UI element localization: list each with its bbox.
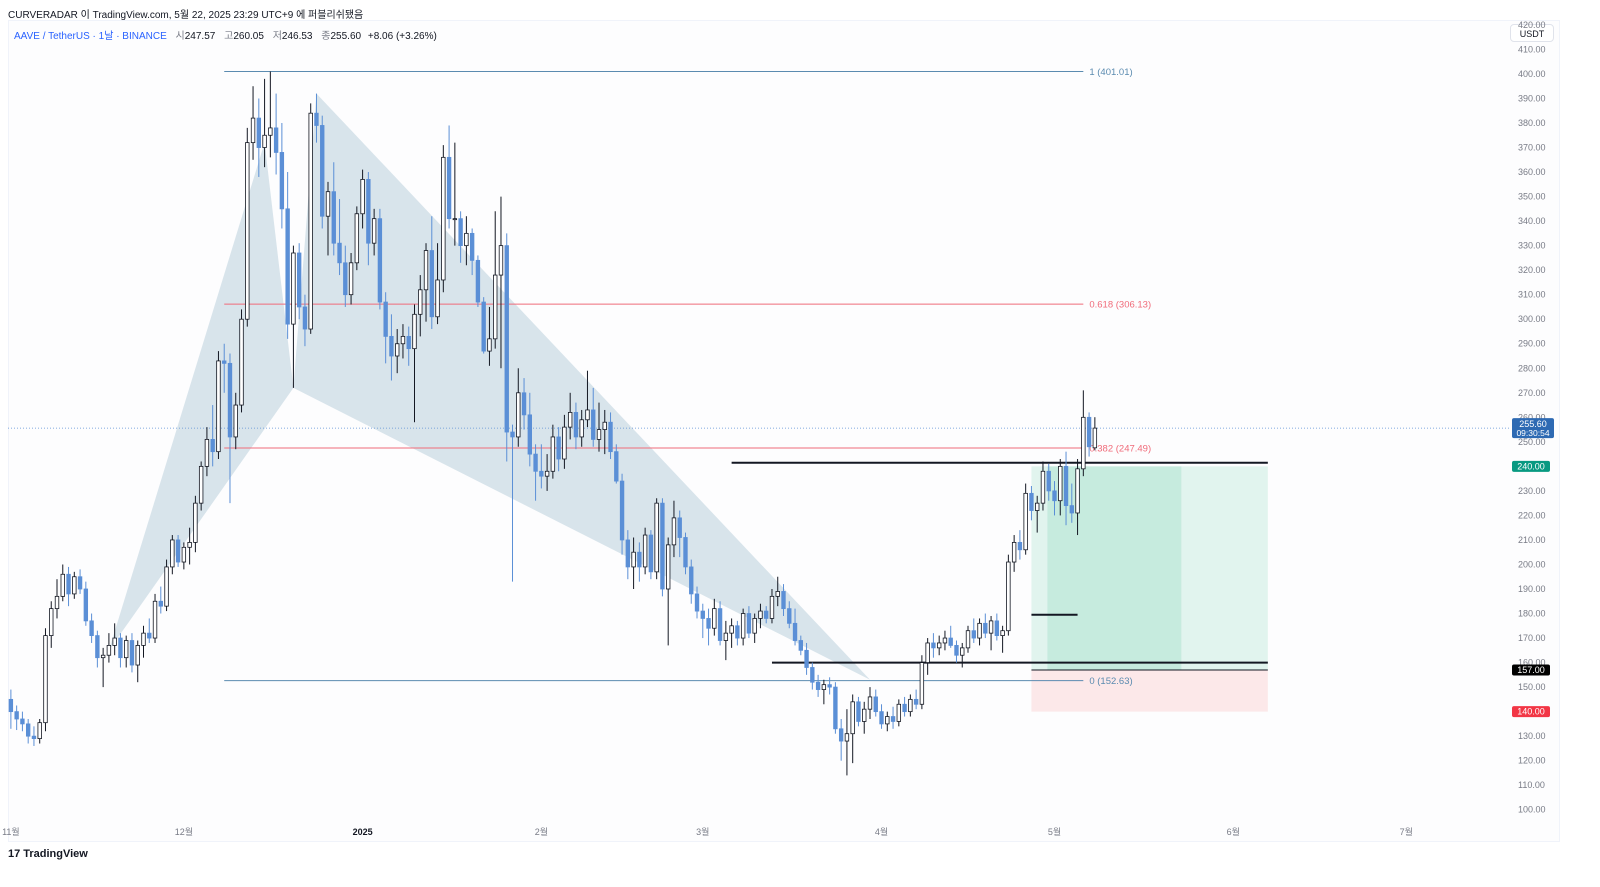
chart-pane[interactable] (8, 20, 1560, 842)
tradingview-brand[interactable]: 17 TradingView (8, 848, 88, 860)
legend-low-label: 저 (272, 31, 282, 42)
legend-symbol[interactable]: AAVE / TetherUS · 1날 · BINANCE (14, 31, 167, 42)
legend-high-label: 고 (224, 31, 234, 42)
legend-close: 255.60 (330, 31, 362, 42)
legend-open-label: 시 (175, 31, 185, 42)
legend-close-label: 종 (321, 31, 331, 42)
legend-high: 260.05 (233, 31, 264, 42)
attribution-text: CURVERADAR 이 TradingView.com, 5월 22, 202… (8, 10, 364, 21)
tradingview-logo-icon: 17 (8, 848, 21, 860)
legend-low: 246.53 (281, 31, 313, 42)
symbol-legend: AAVE / TetherUS · 1날 · BINANCE 시247.57 고… (14, 27, 437, 42)
tradingview-wordmark: TradingView (23, 848, 88, 860)
currency-button[interactable]: USDT (1510, 24, 1554, 42)
legend-change: +8.06 (+3.26%) (367, 31, 437, 42)
legend-open: 247.57 (184, 31, 216, 42)
